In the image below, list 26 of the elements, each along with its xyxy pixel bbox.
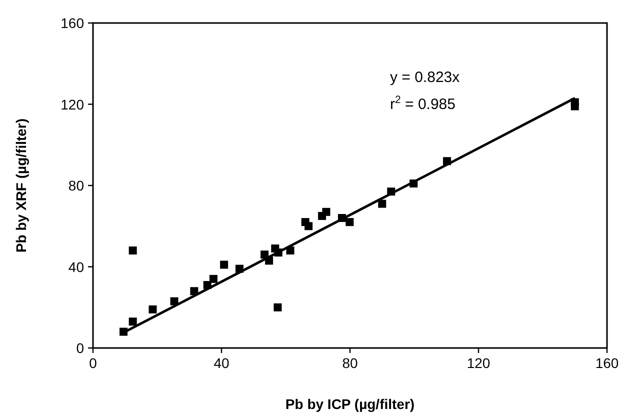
point [378,200,386,208]
point [220,260,228,269]
point [209,274,218,283]
point [128,318,137,326]
y-axis-title: Pb by XRF (µg/filter) [13,118,29,253]
x-axis-title: Pb by ICP (µg/filter) [285,396,415,412]
y-tick-label: 160 [60,15,84,31]
annotation: y = 0.823x [390,69,460,86]
point [322,208,330,216]
point [346,218,354,226]
y-tick-label: 120 [60,96,84,112]
annotation: r$^{2}$ = 0.985 [390,94,456,113]
y-tick-label: 80 [68,178,84,194]
point [190,287,198,296]
x-tick-label: 40 [214,355,230,371]
point [304,222,313,230]
y-tick-label: 40 [68,258,84,275]
x-tick-label: 120 [466,355,490,371]
x-tick-label: 160 [595,355,619,371]
x-tick-label: 80 [342,355,358,371]
x-tick-label: 0 [89,355,98,371]
point [148,305,157,314]
point [274,303,282,312]
y-tick-label: 0 [76,340,84,356]
point [128,246,137,254]
point [570,102,579,110]
